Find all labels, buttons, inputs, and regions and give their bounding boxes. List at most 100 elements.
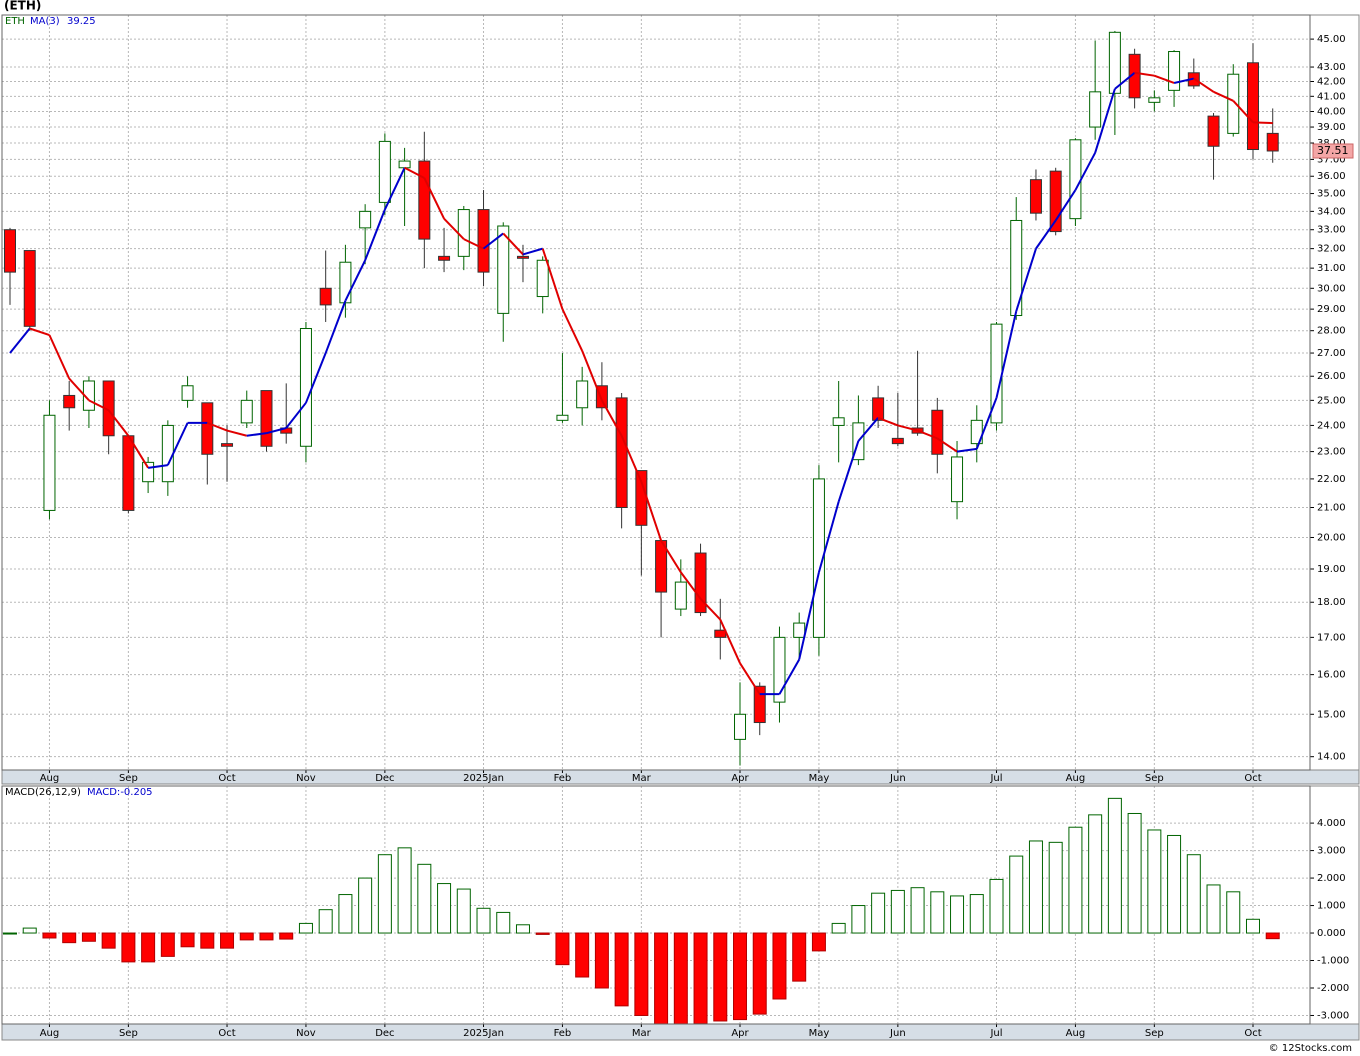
y-tick-label: 3.000 [1317, 846, 1346, 857]
macd-bar [910, 887, 925, 934]
panel-border [1, 785, 1311, 1025]
ma-line [1054, 189, 1077, 222]
y-tick-label: 25.00 [1317, 395, 1346, 406]
candle-body [63, 394, 76, 409]
ma-line [1153, 74, 1175, 84]
ma-line [285, 402, 307, 429]
ma-line [660, 540, 682, 573]
x-tick-label: 2025Jan [463, 1028, 504, 1039]
ma-line [601, 399, 623, 437]
macd-bar [969, 894, 984, 934]
ma-line [1193, 77, 1215, 93]
candle-body [576, 380, 589, 409]
macd-bar [180, 932, 195, 948]
candle-body [734, 713, 747, 740]
y-tick-label: 17.00 [1317, 632, 1346, 643]
chart-title: (ETH) [4, 0, 41, 13]
x-tick-label: Oct [1244, 773, 1261, 784]
candle-body [221, 443, 234, 447]
ma-line [719, 619, 741, 664]
y-tick-label: 42.00 [1317, 77, 1346, 88]
macd-bar [693, 932, 708, 1024]
ma-line [88, 399, 110, 412]
candle-body [832, 417, 845, 426]
x-tick-label: Feb [554, 1028, 572, 1039]
macd-bar [101, 932, 116, 949]
last-price-label: 37.51 [1317, 144, 1349, 157]
candle-body [378, 140, 391, 203]
macd-bar [298, 922, 313, 934]
ma-line [640, 481, 663, 541]
candle-body [872, 397, 885, 421]
y-tick-label: 28.00 [1317, 326, 1346, 337]
macd-bar [42, 932, 57, 939]
ma-line [897, 424, 918, 432]
legend-value: -0.205 [120, 787, 152, 798]
candle-body [694, 552, 707, 614]
x-tick-label: Apr [731, 1028, 749, 1039]
legend-symbol: ETH [5, 16, 25, 27]
candle-body [1168, 51, 1181, 91]
y-tick-label: 43.00 [1317, 62, 1346, 73]
ma-line [522, 247, 543, 256]
ma-line [482, 232, 504, 250]
ma-line [699, 598, 722, 621]
ma-line [1094, 88, 1116, 154]
macd-bar [890, 889, 905, 934]
x-tick-label: Sep [1145, 773, 1164, 784]
candle-body [122, 435, 135, 511]
ma-line [561, 308, 584, 352]
ma-line [936, 437, 958, 453]
legend-ma-value: 39.25 [67, 16, 96, 27]
candle-body [23, 250, 36, 327]
y-tick-label: 26.00 [1317, 371, 1346, 382]
y-tick-label: 30.00 [1317, 283, 1346, 294]
y-tick-label: 4.000 [1317, 818, 1346, 829]
legend-value-name: MACD: [87, 787, 120, 798]
macd-bar [535, 932, 550, 935]
x-tick-label: Jul [989, 1028, 1002, 1039]
x-tick-label: Dec [375, 1028, 394, 1039]
ma-line [1232, 100, 1254, 124]
source: © 12Stocks.com [1269, 1043, 1352, 1054]
candle-body [457, 209, 470, 257]
y-tick-label: 31.00 [1317, 263, 1346, 274]
ma-line [817, 501, 840, 573]
ma-line [1015, 248, 1037, 312]
candle-body [516, 255, 529, 259]
macd-bar [1068, 826, 1083, 934]
x-tick-label: Oct [218, 1028, 235, 1039]
ma-line [837, 440, 860, 502]
y-tick-label: 33.00 [1317, 225, 1346, 236]
ma-line [680, 571, 702, 600]
x-tick-label: Jun [889, 773, 906, 784]
candle-body [359, 210, 372, 229]
macd-bar [496, 911, 511, 934]
ma-line [995, 311, 1018, 399]
macd-bar [555, 932, 570, 966]
y-tick-label: 35.00 [1317, 189, 1346, 200]
candle-body [615, 397, 628, 508]
macd-bar [1245, 918, 1260, 934]
ma-line [383, 167, 406, 210]
ma-line [266, 427, 287, 435]
ma-line [68, 377, 90, 402]
panel [2, 15, 1310, 770]
macd-bar [1226, 891, 1241, 934]
macd-bar [220, 932, 235, 949]
ma-line [877, 416, 899, 427]
macd-bar [1028, 840, 1043, 934]
macd-bar [1167, 834, 1182, 934]
y-tick-label: 19.00 [1317, 564, 1346, 575]
macd-bar [1107, 797, 1122, 934]
ma-line [1035, 219, 1057, 250]
x-tick-label: Aug [40, 1028, 60, 1039]
y-tick-label: -2.000 [1317, 983, 1349, 994]
ma-line [581, 350, 603, 401]
x-tick-label: Jul [989, 773, 1002, 784]
ma-line [620, 435, 643, 483]
x-tick-label: Dec [375, 773, 394, 784]
y-tick-label: 34.00 [1317, 206, 1346, 217]
candle-body [773, 636, 786, 703]
